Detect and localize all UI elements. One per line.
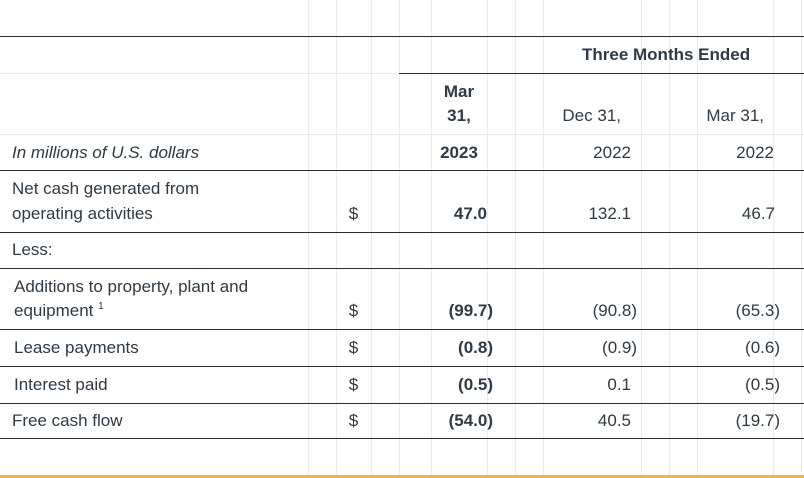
- footnote-marker: 1: [98, 301, 104, 312]
- cell-value: 46.7: [741, 204, 775, 223]
- cell-value: (0.9): [602, 338, 637, 357]
- col3-header-year: 2022: [736, 143, 774, 162]
- row-label: Free cash flow: [12, 411, 123, 430]
- row-label: Less:: [12, 240, 53, 259]
- cell-value: (65.3): [735, 301, 780, 320]
- currency-symbol: $: [348, 204, 359, 223]
- currency-symbol: $: [348, 411, 359, 430]
- cell-value: 47.0: [453, 204, 487, 223]
- row-label: equipment 1: [14, 299, 104, 323]
- cell-value: (54.0): [448, 411, 493, 430]
- row-rule: [0, 268, 804, 269]
- table-bottom-rule: [0, 438, 804, 439]
- col2-header-year: 2022: [593, 143, 631, 162]
- row-rule: [0, 403, 804, 404]
- header-group-rule: [399, 73, 804, 74]
- table-top-rule: [0, 36, 804, 37]
- row-rule: [0, 232, 804, 233]
- cell-value: (0.6): [745, 338, 780, 357]
- cell-value: (99.7): [448, 301, 493, 320]
- cell-value: (19.7): [735, 411, 780, 430]
- units-label: In millions of U.S. dollars: [12, 143, 200, 162]
- row-label: Lease payments: [14, 338, 139, 357]
- col1-header-line2: 31,: [447, 106, 471, 125]
- currency-symbol: $: [348, 338, 359, 357]
- cell-value: 132.1: [588, 204, 631, 223]
- col1-header-year: 2023: [440, 143, 478, 162]
- currency-symbol: $: [348, 301, 359, 320]
- row-label: Net cash generated from: [12, 179, 200, 198]
- row-rule: [0, 366, 804, 367]
- col2-header-line1: Dec 31,: [562, 106, 621, 125]
- row-rule: [0, 329, 804, 330]
- row-label-text: equipment: [14, 301, 94, 320]
- cell-value: (0.5): [458, 375, 493, 394]
- bottom-accent-bar: [0, 475, 804, 478]
- header-bottom-rule: [0, 170, 804, 171]
- col3-header-line1: Mar 31,: [706, 106, 764, 125]
- cell-value: (0.5): [745, 375, 780, 394]
- cell-value: 40.5: [597, 411, 631, 430]
- column-group-header: Three Months Ended: [582, 45, 751, 64]
- row-label: Interest paid: [14, 375, 108, 394]
- row-label: operating activities: [12, 204, 153, 223]
- cell-value: (90.8): [592, 301, 637, 320]
- cell-value: 0.1: [607, 375, 631, 394]
- col1-header-line1: Mar: [443, 82, 475, 101]
- row-label: Additions to property, plant and: [14, 277, 249, 296]
- cell-value: (0.8): [458, 338, 493, 357]
- currency-symbol: $: [348, 375, 359, 394]
